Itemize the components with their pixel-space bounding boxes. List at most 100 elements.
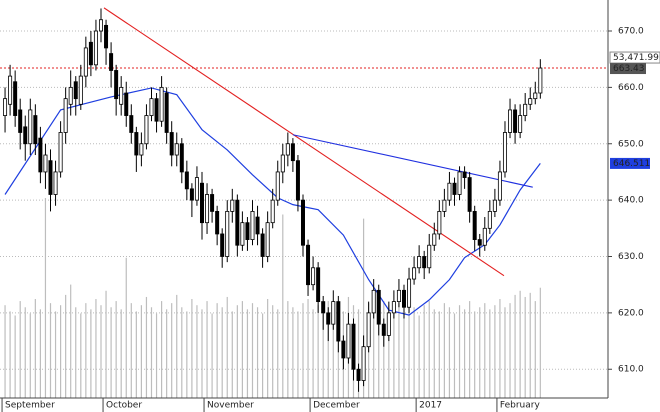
candle-body <box>346 323 351 359</box>
candle-body <box>199 182 204 224</box>
candle-body <box>407 278 412 308</box>
candle-body <box>194 177 199 201</box>
candle-body <box>508 109 513 133</box>
candle-body <box>417 256 422 269</box>
candle-body <box>28 109 33 145</box>
candle-body <box>533 92 538 100</box>
candle-body <box>295 160 300 201</box>
candle-body <box>306 244 311 286</box>
candle-body <box>316 267 321 303</box>
candle-body <box>119 86 124 105</box>
candle-body <box>487 211 492 229</box>
candle-body <box>18 109 23 133</box>
candle-body <box>260 233 265 257</box>
candle-body <box>184 171 189 190</box>
candle-body <box>351 323 356 370</box>
candle-body <box>38 137 43 173</box>
price-label: 663.43 <box>613 64 645 74</box>
lines-layer <box>0 7 608 316</box>
candle-body <box>210 194 215 212</box>
candle-body <box>255 216 260 235</box>
x-tick-label: December <box>313 401 360 411</box>
candle-body <box>33 115 38 145</box>
candle-body <box>73 81 78 100</box>
candle-body <box>280 154 285 173</box>
candle-body <box>492 199 497 212</box>
candle-body <box>523 103 528 116</box>
candle-body <box>412 267 417 280</box>
candle-body <box>311 267 316 286</box>
price-label-box <box>610 63 646 75</box>
candle-body <box>290 143 295 162</box>
ma-label: 646.511 <box>613 159 650 169</box>
candle-body <box>83 47 88 77</box>
candle-body <box>230 199 235 212</box>
candle-body <box>482 227 487 246</box>
x-tick-label: October <box>106 401 142 411</box>
candle-body <box>538 67 543 94</box>
candle-body <box>23 126 28 145</box>
x-tick-label: November <box>207 401 254 411</box>
moving-average <box>4 87 541 316</box>
x-tick-label: February <box>500 401 541 411</box>
candle-body <box>376 289 381 325</box>
candle-body <box>326 312 331 325</box>
candle-body <box>58 132 63 173</box>
y-tick-label: 610.0 <box>618 365 644 375</box>
candle-body <box>139 143 144 156</box>
candle-body <box>134 132 139 156</box>
candle-body <box>528 98 533 105</box>
candle-body <box>179 143 184 173</box>
candle-body <box>159 86 164 122</box>
candle-body <box>43 154 48 173</box>
candle-body <box>457 171 462 195</box>
candle-body <box>48 160 53 195</box>
candle-body <box>472 211 477 240</box>
candle-body <box>391 301 396 314</box>
y-tick-label: 620.0 <box>618 308 644 318</box>
volume-label: 53,471.99 <box>613 53 659 63</box>
y-tick-label: 670.0 <box>618 27 644 37</box>
candle-body <box>13 81 18 116</box>
trendline <box>292 134 533 188</box>
candle-body <box>174 143 179 156</box>
candle-body <box>88 41 93 66</box>
candle-body <box>513 109 518 133</box>
candle-body <box>386 312 391 336</box>
candle-body <box>361 346 366 381</box>
candle-body <box>220 233 225 257</box>
candle-body <box>427 244 432 269</box>
candle-body <box>215 211 220 235</box>
volume-layer <box>4 197 541 398</box>
candle-body <box>331 301 336 325</box>
candle-body <box>341 340 346 359</box>
candle-body <box>3 98 8 116</box>
candle-body <box>497 171 502 201</box>
candle-body <box>366 312 371 348</box>
candle-body <box>265 222 270 257</box>
candle-body <box>502 132 507 173</box>
candle-body <box>442 199 447 212</box>
candle-body <box>396 289 401 303</box>
candle-body <box>300 199 305 246</box>
ma-label-box <box>610 157 650 169</box>
candle-body <box>245 222 250 240</box>
candle-body <box>285 143 290 156</box>
candle-body <box>129 115 134 133</box>
candle-body <box>53 171 58 195</box>
candle-body <box>462 171 467 178</box>
candle-body <box>144 115 149 145</box>
candle-body <box>447 182 452 201</box>
candle-body <box>154 98 159 122</box>
candle-body <box>371 289 376 314</box>
candle-body <box>235 199 240 246</box>
candle-body <box>164 92 169 133</box>
candle-body <box>275 171 280 201</box>
candle-body <box>356 368 361 381</box>
candle-body <box>240 222 245 246</box>
candle-body <box>8 75 13 105</box>
candle-body <box>422 256 427 269</box>
candle-body <box>467 177 472 212</box>
candle-body <box>98 19 103 32</box>
